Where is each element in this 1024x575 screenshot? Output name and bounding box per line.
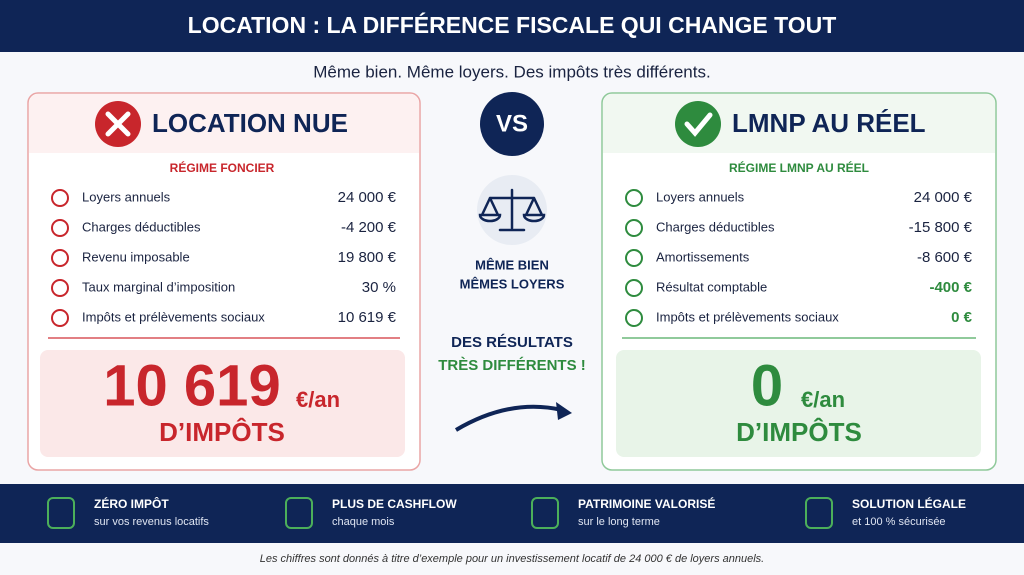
middle-line: MÊMES LOYERS — [460, 276, 565, 291]
header-bar — [0, 0, 1024, 52]
row-icon — [625, 249, 643, 267]
row-label: Amortissements — [656, 249, 750, 264]
row-icon — [625, 279, 643, 297]
row-value: -8 600 € — [917, 249, 973, 266]
feature-text: chaque mois — [332, 516, 395, 528]
row-value: 24 000 € — [338, 189, 397, 206]
row-label: Revenu imposable — [82, 249, 190, 264]
feature-band — [0, 484, 1024, 543]
row-value: 10 619 € — [338, 309, 397, 326]
right-caption: D’IMPÔTS — [736, 417, 862, 447]
feature-title: PATRIMOINE VALORISÉ — [578, 496, 715, 511]
feature-title: SOLUTION LÉGALE — [852, 496, 966, 511]
row-label: Loyers annuels — [656, 189, 745, 204]
left-title: LOCATION NUE — [152, 108, 348, 138]
row-label: Charges déductibles — [656, 219, 775, 234]
feature-icon — [531, 497, 559, 529]
row-label: Impôts et prélèvements sociaux — [656, 309, 839, 324]
right-regime: RÉGIME LMNP AU RÉEL — [729, 160, 869, 175]
scale-icon — [478, 188, 546, 232]
left-amount: 10 619 — [103, 353, 280, 418]
left-unit: €/an — [296, 387, 340, 412]
feature-icon — [47, 497, 75, 529]
vs-circle — [480, 92, 544, 156]
footnote: Les chiffres sont donnés à titre d’exemp… — [260, 553, 764, 565]
left-caption: D’IMPÔTS — [159, 417, 285, 447]
row-value: -400 € — [929, 279, 972, 296]
right-unit: €/an — [801, 387, 845, 412]
row-icon — [625, 189, 643, 207]
row-icon — [51, 309, 69, 327]
row-label: Charges déductibles — [82, 219, 201, 234]
feature-icon — [805, 497, 833, 529]
right-amount: 0 — [751, 353, 783, 418]
feature-title: PLUS DE CASHFLOW — [332, 497, 457, 511]
row-icon — [51, 279, 69, 297]
row-value: -15 800 € — [909, 219, 973, 236]
row-label: Impôts et prélèvements sociaux — [82, 309, 265, 324]
row-icon — [51, 219, 69, 237]
feature-text: sur le long terme — [578, 516, 660, 528]
left-result-box — [40, 350, 405, 457]
row-label: Résultat comptable — [656, 279, 767, 294]
middle-line: MÊME BIEN — [475, 257, 549, 272]
row-label: Loyers annuels — [82, 189, 171, 204]
left-regime: RÉGIME FONCIER — [170, 160, 275, 175]
subtitle: Même bien. Même loyers. Des impôts très … — [313, 62, 710, 81]
right-result-box — [616, 350, 981, 457]
row-label: Taux marginal d’imposition — [82, 279, 235, 294]
row-value: 24 000 € — [914, 189, 973, 206]
feature-title: ZÉRO IMPÔT — [94, 496, 169, 511]
arrow-head — [556, 402, 572, 420]
check — [684, 112, 713, 137]
feature-text: et 100 % sécurisée — [852, 516, 946, 528]
row-value: -4 200 € — [341, 219, 397, 236]
row-icon — [51, 189, 69, 207]
middle-line: TRÈS DIFFÉRENTS ! — [438, 357, 586, 374]
row-value: 19 800 € — [338, 249, 397, 266]
title: LOCATION : LA DIFFÉRENCE FISCALE QUI CHA… — [188, 11, 837, 38]
row-icon — [625, 309, 643, 327]
row-value: 0 € — [951, 309, 973, 326]
vs: VS — [496, 110, 528, 137]
arrow — [454, 404, 563, 432]
row-value: 30 % — [362, 279, 396, 296]
middle-line: DES RÉSULTATS — [451, 334, 573, 351]
cross — [105, 111, 131, 137]
right-title: LMNP AU RÉEL — [732, 108, 926, 138]
feature-text: sur vos revenus locatifs — [94, 516, 209, 528]
row-icon — [51, 249, 69, 267]
check-icon — [675, 101, 721, 147]
feature-icon — [285, 497, 313, 529]
row-icon — [625, 219, 643, 237]
